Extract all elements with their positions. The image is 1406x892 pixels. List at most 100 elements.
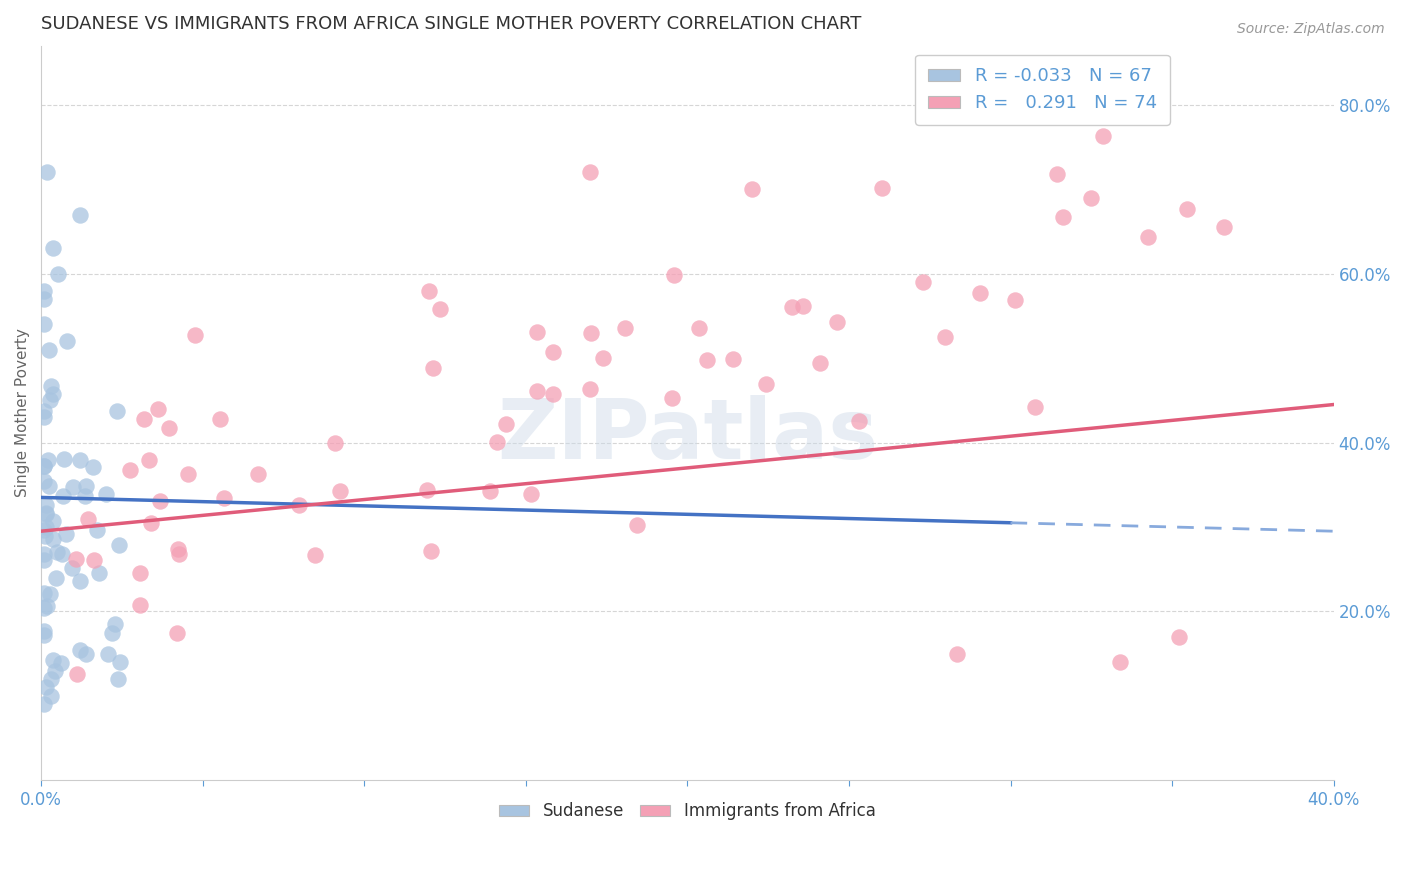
Point [34, 586, 56, 600]
Point [35, 599, 58, 613]
Point [416, 483, 439, 498]
Point [870, 180, 893, 194]
Point [138, 453, 160, 467]
Point [34, 498, 56, 512]
Point [45, 571, 67, 585]
Point [69, 643, 91, 657]
Point [69, 452, 91, 467]
Point [1092, 128, 1115, 143]
Point [134, 412, 156, 426]
Point [688, 321, 710, 335]
Point [62, 480, 84, 494]
Point [520, 487, 543, 501]
Point [288, 498, 311, 512]
Legend: Sudanese, Immigrants from Africa: Sudanese, Immigrants from Africa [492, 796, 883, 827]
Point [541, 345, 564, 359]
Point [107, 538, 129, 552]
Point [579, 382, 602, 396]
Point [541, 386, 564, 401]
Point [581, 326, 603, 340]
Point [157, 421, 180, 435]
Point [141, 516, 163, 530]
Point [82, 460, 104, 475]
Point [34, 459, 56, 474]
Point [66, 667, 89, 681]
Point [526, 384, 548, 398]
Point [34, 409, 56, 424]
Point [1004, 293, 1026, 307]
Point [741, 182, 763, 196]
Point [38, 479, 60, 493]
Point [34, 524, 56, 538]
Point [614, 321, 637, 335]
Point [105, 404, 128, 418]
Point [34, 458, 56, 473]
Point [323, 435, 346, 450]
Point [118, 463, 141, 477]
Point [86, 523, 108, 537]
Point [166, 542, 188, 557]
Point [52, 490, 75, 504]
Point [49, 657, 72, 671]
Point [579, 165, 602, 179]
Point [184, 328, 207, 343]
Point [419, 544, 441, 558]
Point [94, 487, 117, 501]
Point [35, 508, 58, 522]
Point [60, 561, 83, 575]
Text: Source: ZipAtlas.com: Source: ZipAtlas.com [1237, 22, 1385, 37]
Point [129, 566, 152, 581]
Point [1024, 400, 1046, 414]
Point [42, 653, 65, 667]
Point [38, 343, 60, 357]
Point [1046, 167, 1069, 181]
Text: ZIPatlas: ZIPatlas [496, 394, 877, 475]
Point [146, 402, 169, 417]
Point [107, 672, 129, 686]
Point [65, 552, 87, 566]
Point [486, 435, 509, 450]
Point [149, 493, 172, 508]
Point [1213, 220, 1236, 235]
Point [946, 647, 969, 661]
Point [53, 452, 76, 467]
Point [34, 624, 56, 638]
Point [46, 267, 69, 281]
Point [304, 548, 326, 562]
Point [1080, 191, 1102, 205]
Point [34, 318, 56, 332]
Y-axis label: Single Mother Poverty: Single Mother Poverty [15, 328, 30, 498]
Point [209, 412, 232, 426]
Point [696, 353, 718, 368]
Point [37, 165, 59, 179]
Point [73, 489, 96, 503]
Point [35, 520, 58, 534]
Point [1109, 655, 1132, 669]
Point [75, 647, 97, 661]
Point [101, 626, 124, 640]
Point [495, 417, 517, 431]
Point [1167, 630, 1189, 644]
Point [167, 547, 190, 561]
Point [34, 547, 56, 561]
Point [329, 483, 352, 498]
Point [42, 532, 65, 546]
Point [83, 553, 105, 567]
Point [429, 302, 451, 317]
Point [108, 655, 131, 669]
Point [792, 299, 814, 313]
Point [626, 518, 648, 533]
Point [780, 300, 803, 314]
Point [37, 452, 59, 467]
Point [422, 361, 444, 376]
Point [75, 479, 97, 493]
Point [526, 326, 548, 340]
Point [34, 627, 56, 641]
Point [89, 566, 111, 581]
Point [77, 512, 100, 526]
Point [34, 601, 56, 615]
Point [34, 529, 56, 543]
Point [51, 547, 73, 561]
Point [661, 391, 683, 405]
Point [177, 467, 200, 481]
